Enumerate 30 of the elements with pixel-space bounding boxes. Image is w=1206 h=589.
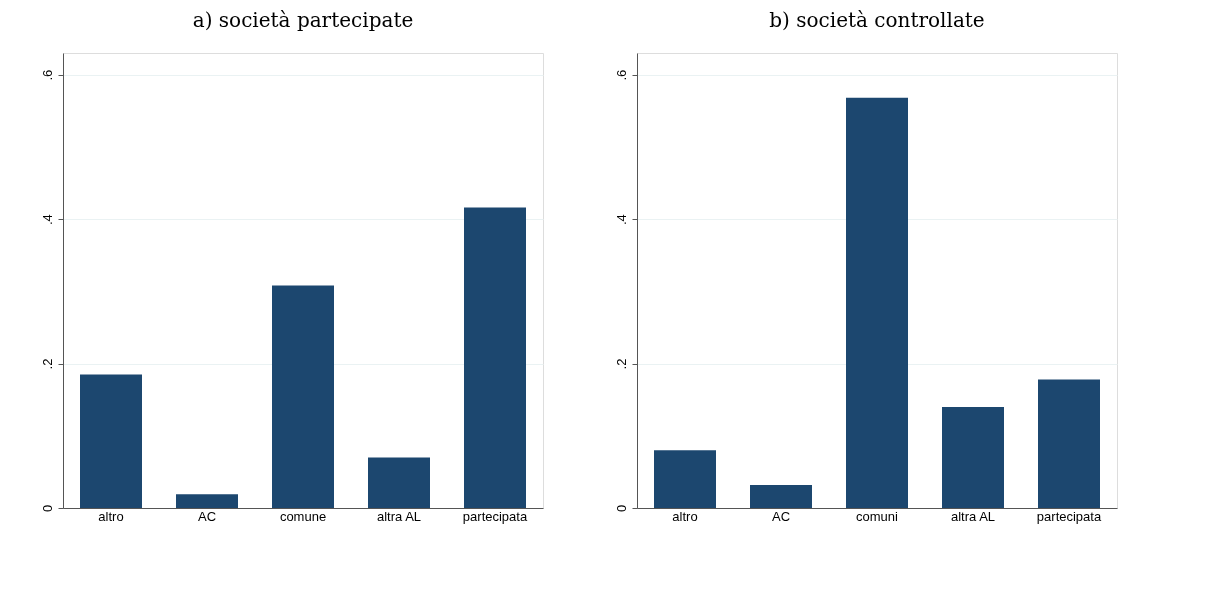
x-tick-label: comune — [279, 508, 327, 524]
chart-title: a) società partecipate — [192, 8, 414, 32]
y-tick-label: .6 — [613, 69, 629, 81]
bar — [1038, 379, 1100, 508]
x-tick-label: altro — [672, 508, 698, 524]
bar — [654, 450, 716, 508]
x-tick-label: altro — [98, 508, 124, 524]
x-tick-label: partecipata — [462, 508, 528, 524]
x-tick-label: altra AL — [376, 508, 422, 524]
y-tick-label: .2 — [39, 358, 55, 370]
y-tick-label: .4 — [39, 214, 55, 226]
bar — [176, 494, 238, 508]
y-tick-label: .2 — [613, 358, 629, 370]
bar — [942, 406, 1004, 508]
bar — [846, 97, 908, 508]
bar — [272, 285, 334, 508]
y-tick-label: 0 — [39, 504, 55, 513]
x-tick-label: altra AL — [950, 508, 996, 524]
x-tick-label: AC — [197, 508, 217, 524]
bar — [80, 374, 142, 508]
bar — [464, 207, 526, 508]
y-tick-label: 0 — [613, 504, 629, 513]
x-tick-label: partecipata — [1036, 508, 1102, 524]
x-tick-label: comuni — [856, 508, 899, 524]
bar — [750, 484, 812, 508]
y-tick-label: .6 — [39, 69, 55, 81]
chart-title: b) società controllate — [769, 8, 985, 32]
y-tick-label: .4 — [613, 214, 629, 226]
x-tick-label: AC — [771, 508, 791, 524]
bar — [368, 457, 430, 508]
